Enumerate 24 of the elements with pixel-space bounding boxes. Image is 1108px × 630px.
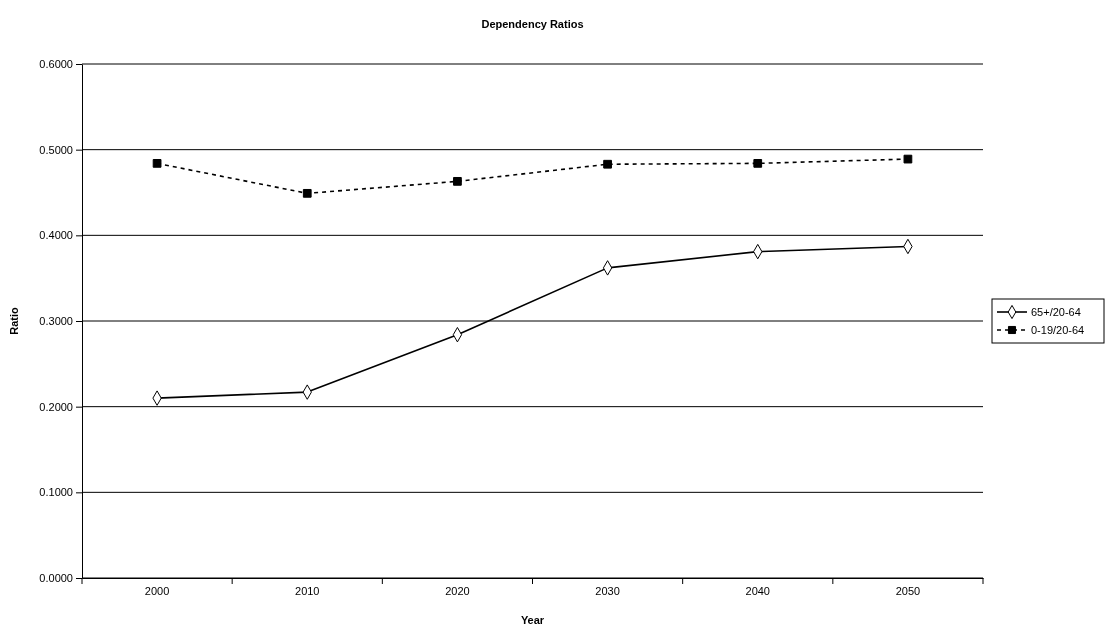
x-tick-label: 2040 [745, 585, 770, 598]
point [603, 159, 612, 169]
y-tick-label: 0.5000 [39, 143, 73, 156]
x-tick-label: 2000 [144, 585, 170, 598]
point [453, 176, 462, 186]
point [152, 159, 162, 168]
y-axis-title: Ratio [8, 306, 20, 335]
y-tick-label: 0.2000 [39, 400, 73, 413]
point [302, 188, 312, 198]
x-axis-title: Year [520, 614, 545, 626]
y-tick-label: 0.3000 [39, 315, 73, 328]
y-tick-label: 0.6000 [39, 58, 73, 71]
point [753, 159, 763, 168]
y-tick-label: 0.0000 [39, 572, 73, 585]
y-tick-label: 0.4000 [39, 229, 73, 242]
point [903, 154, 913, 164]
x-tick-label: 2010 [295, 585, 320, 598]
legend-label: 0-19/20-64 [1031, 324, 1085, 336]
x-tick-label: 2030 [595, 585, 620, 598]
x-tick-label: 2020 [445, 585, 470, 598]
chart-title: Dependency Ratios [481, 18, 584, 30]
legend-label: 65+/20-64 [1031, 306, 1081, 318]
x-tick-label: 2050 [895, 585, 921, 598]
y-tick-label: 0.1000 [39, 486, 73, 499]
